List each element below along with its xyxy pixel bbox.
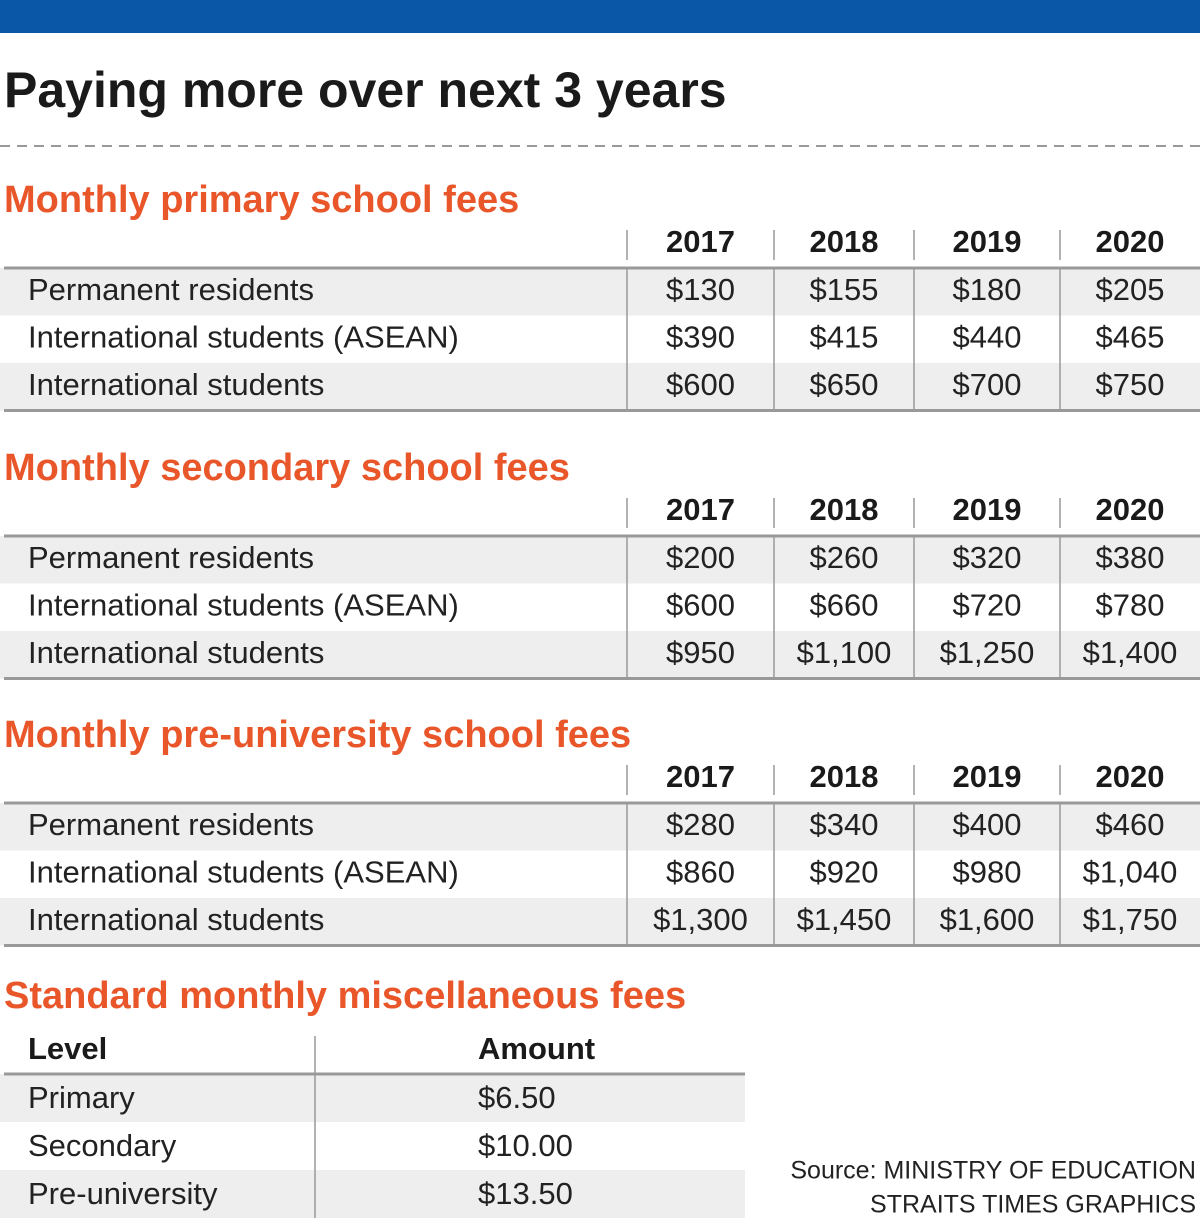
fee-value: $390 [666, 319, 735, 354]
fee-value: $750 [1096, 367, 1165, 402]
fee-value: $720 [953, 587, 1022, 622]
row-label: Permanent residents [28, 807, 314, 842]
fee-value: $1,750 [1083, 902, 1178, 937]
fee-value: $320 [953, 540, 1022, 575]
fee-value: $1,250 [940, 635, 1035, 670]
column-header: 2020 [1096, 759, 1165, 794]
section-title: Monthly primary school fees [4, 179, 519, 221]
column-header: 2018 [810, 224, 879, 259]
column-header: 2019 [953, 759, 1022, 794]
section-title: Monthly secondary school fees [4, 447, 570, 489]
fee-value: $1,300 [653, 902, 748, 937]
fee-value: $780 [1096, 587, 1165, 622]
fee-value: $460 [1096, 807, 1165, 842]
section-title: Standard monthly miscellaneous fees [4, 975, 686, 1017]
fee-value: $700 [953, 367, 1022, 402]
fee-value: $155 [810, 272, 879, 307]
fee-value: $1,400 [1083, 635, 1178, 670]
fee-value: $1,040 [1083, 854, 1178, 889]
level-label: Pre-university [28, 1176, 218, 1211]
column-header: 2019 [953, 224, 1022, 259]
fee-value: $340 [810, 807, 879, 842]
fee-value: $950 [666, 635, 735, 670]
row-label: International students (ASEAN) [28, 854, 459, 889]
fee-value: $260 [810, 540, 879, 575]
fee-value: $920 [810, 854, 879, 889]
row-background [0, 1074, 745, 1122]
column-header: 2019 [953, 492, 1022, 527]
row-label: Permanent residents [28, 272, 314, 307]
section-title: Monthly pre-university school fees [4, 714, 631, 756]
page-title: Paying more over next 3 years [4, 62, 727, 118]
source-line: Source: MINISTRY OF EDUCATION [790, 1157, 1196, 1185]
fee-value: $400 [953, 807, 1022, 842]
top-bar [0, 0, 1200, 33]
column-header: 2018 [810, 492, 879, 527]
row-background [0, 803, 1200, 851]
row-label: International students (ASEAN) [28, 319, 459, 354]
column-header: Amount [478, 1031, 595, 1066]
row-background [0, 536, 1200, 584]
fee-value: $415 [810, 319, 879, 354]
row-label: International students [28, 902, 324, 937]
row-background [0, 1170, 745, 1218]
column-header: 2018 [810, 759, 879, 794]
fee-value: $980 [953, 854, 1022, 889]
fee-amount: $6.50 [478, 1080, 556, 1115]
row-label: International students [28, 367, 324, 402]
column-header: 2020 [1096, 492, 1165, 527]
column-header: 2017 [666, 224, 735, 259]
column-header: 2020 [1096, 224, 1165, 259]
column-header: 2017 [666, 492, 735, 527]
row-background [0, 898, 1200, 946]
row-label: International students (ASEAN) [28, 587, 459, 622]
row-label: Permanent residents [28, 540, 314, 575]
fee-value: $380 [1096, 540, 1165, 575]
credit-line: STRAITS TIMES GRAPHICS [870, 1191, 1196, 1219]
fee-value: $1,600 [940, 902, 1035, 937]
row-background [0, 268, 1200, 316]
column-header: Level [28, 1031, 107, 1066]
fee-value: $600 [666, 587, 735, 622]
fee-amount: $10.00 [478, 1128, 573, 1163]
row-background [0, 631, 1200, 679]
fee-value: $650 [810, 367, 879, 402]
fee-value: $205 [1096, 272, 1165, 307]
fee-value: $660 [810, 587, 879, 622]
fee-value: $1,450 [797, 902, 892, 937]
fee-value: $1,100 [797, 635, 892, 670]
column-header: 2017 [666, 759, 735, 794]
fee-value: $180 [953, 272, 1022, 307]
fee-value: $280 [666, 807, 735, 842]
row-background [0, 363, 1200, 411]
fee-value: $440 [953, 319, 1022, 354]
level-label: Primary [28, 1080, 135, 1115]
level-label: Secondary [28, 1128, 177, 1163]
fee-value: $600 [666, 367, 735, 402]
fee-value: $860 [666, 854, 735, 889]
fee-value: $130 [666, 272, 735, 307]
fee-value: $200 [666, 540, 735, 575]
fee-amount: $13.50 [478, 1176, 573, 1211]
fee-value: $465 [1096, 319, 1165, 354]
row-label: International students [28, 635, 324, 670]
